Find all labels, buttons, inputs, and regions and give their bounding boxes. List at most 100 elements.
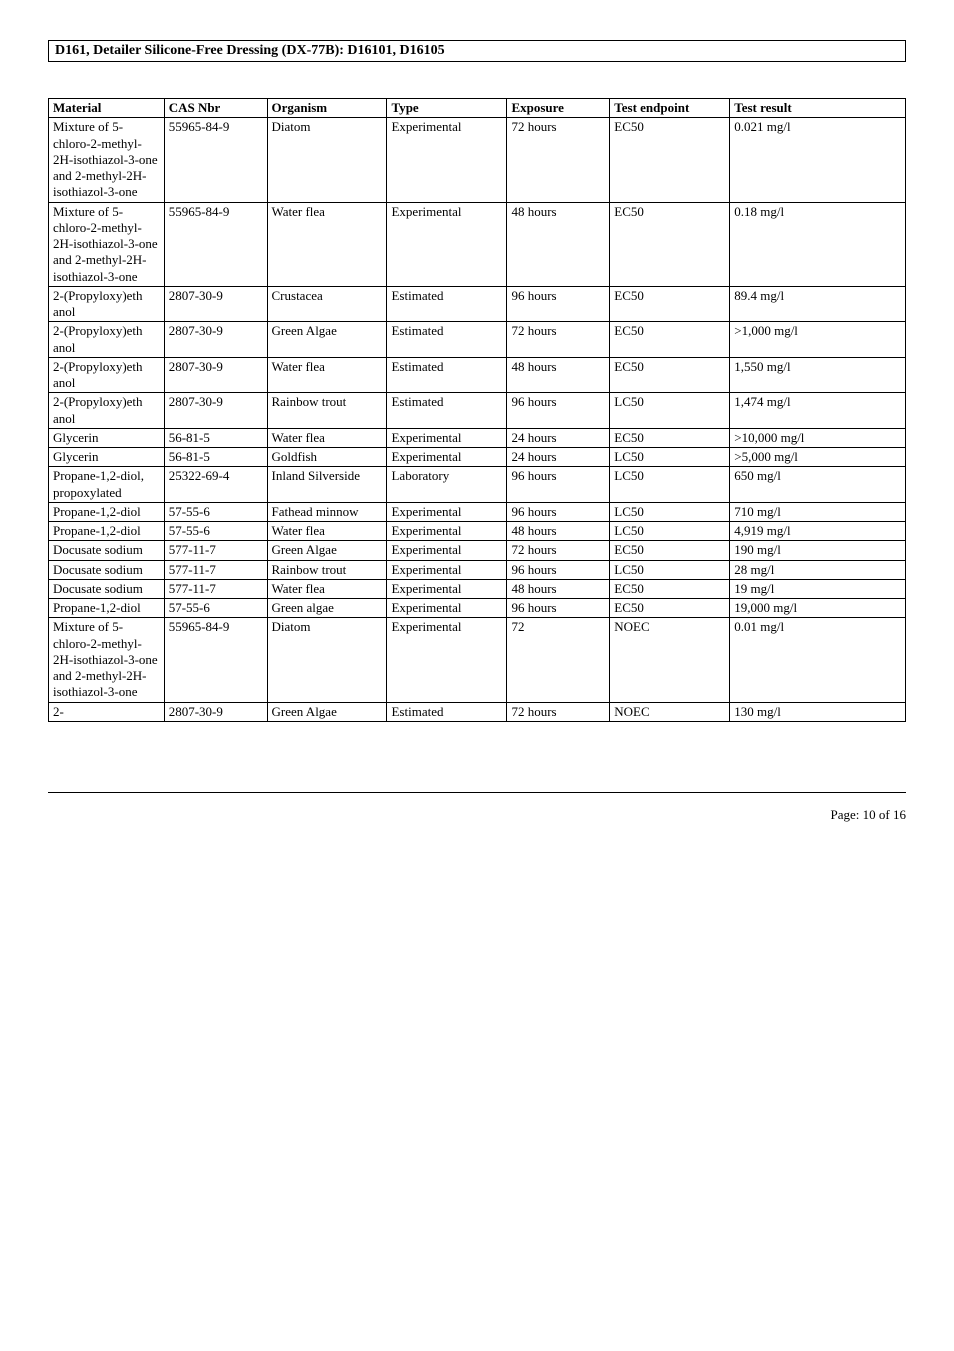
table-cell: Estimated xyxy=(387,357,507,393)
table-cell: Propane-1,2-diol xyxy=(49,599,165,618)
table-cell: EC50 xyxy=(610,118,730,202)
table-cell: Diatom xyxy=(267,618,387,702)
table-cell: 48 hours xyxy=(507,522,610,541)
table-cell: 2807-30-9 xyxy=(164,702,267,721)
table-cell: EC50 xyxy=(610,579,730,598)
table-cell: Water flea xyxy=(267,357,387,393)
table-cell: 57-55-6 xyxy=(164,599,267,618)
table-cell: EC50 xyxy=(610,599,730,618)
table-cell: Inland Silverside xyxy=(267,467,387,503)
table-cell: 72 xyxy=(507,618,610,702)
table-cell: 2807-30-9 xyxy=(164,357,267,393)
table-cell: Water flea xyxy=(267,428,387,447)
table-cell: 1,550 mg/l xyxy=(730,357,906,393)
table-cell: 48 hours xyxy=(507,579,610,598)
table-cell: Rainbow trout xyxy=(267,560,387,579)
table-row: 2-(Propyloxy)eth anol2807-30-9Water flea… xyxy=(49,357,906,393)
table-cell: Experimental xyxy=(387,579,507,598)
col-cas-nbr: CAS Nbr xyxy=(164,99,267,118)
table-cell: Docusate sodium xyxy=(49,541,165,560)
table-row: Mixture of 5-chloro-2-methyl-2H-isothiaz… xyxy=(49,118,906,202)
table-cell: Estimated xyxy=(387,393,507,429)
table-cell: 2-(Propyloxy)eth anol xyxy=(49,286,165,322)
table-cell: >5,000 mg/l xyxy=(730,448,906,467)
table-cell: EC50 xyxy=(610,428,730,447)
table-cell: 19,000 mg/l xyxy=(730,599,906,618)
table-cell: 72 hours xyxy=(507,541,610,560)
table-cell: 24 hours xyxy=(507,428,610,447)
table-cell: Rainbow trout xyxy=(267,393,387,429)
col-exposure: Exposure xyxy=(507,99,610,118)
table-cell: Docusate sodium xyxy=(49,560,165,579)
table-cell: 0.01 mg/l xyxy=(730,618,906,702)
table-cell: Experimental xyxy=(387,599,507,618)
table-cell: 96 hours xyxy=(507,286,610,322)
table-cell: 2- xyxy=(49,702,165,721)
table-cell: 72 hours xyxy=(507,118,610,202)
table-cell: EC50 xyxy=(610,357,730,393)
table-cell: Propane-1,2-diol, propoxylated xyxy=(49,467,165,503)
table-cell: Water flea xyxy=(267,202,387,286)
table-cell: LC50 xyxy=(610,393,730,429)
table-row: Glycerin56-81-5Water fleaExperimental24 … xyxy=(49,428,906,447)
table-cell: Mixture of 5-chloro-2-methyl-2H-isothiaz… xyxy=(49,202,165,286)
table-row: 2-2807-30-9Green AlgaeEstimated72 hoursN… xyxy=(49,702,906,721)
table-cell: Experimental xyxy=(387,618,507,702)
table-cell: LC50 xyxy=(610,560,730,579)
table-row: Docusate sodium577-11-7Green AlgaeExperi… xyxy=(49,541,906,560)
table-row: 2-(Propyloxy)eth anol2807-30-9CrustaceaE… xyxy=(49,286,906,322)
table-cell: Green Algae xyxy=(267,702,387,721)
table-cell: Glycerin xyxy=(49,448,165,467)
table-cell: 96 hours xyxy=(507,393,610,429)
table-cell: Crustacea xyxy=(267,286,387,322)
product-title-box: D161, Detailer Silicone-Free Dressing (D… xyxy=(48,40,906,62)
table-cell: Glycerin xyxy=(49,428,165,447)
table-cell: 25322-69-4 xyxy=(164,467,267,503)
table-row: Glycerin56-81-5GoldfishExperimental24 ho… xyxy=(49,448,906,467)
table-cell: 57-55-6 xyxy=(164,522,267,541)
table-cell: Experimental xyxy=(387,428,507,447)
table-header-row: Material CAS Nbr Organism Type Exposure … xyxy=(49,99,906,118)
table-cell: 1,474 mg/l xyxy=(730,393,906,429)
table-cell: Estimated xyxy=(387,702,507,721)
table-cell: >10,000 mg/l xyxy=(730,428,906,447)
col-type: Type xyxy=(387,99,507,118)
table-cell: Green algae xyxy=(267,599,387,618)
table-cell: Green Algae xyxy=(267,322,387,358)
col-test-endpoint: Test endpoint xyxy=(610,99,730,118)
table-row: Propane-1,2-diol, propoxylated25322-69-4… xyxy=(49,467,906,503)
table-cell: LC50 xyxy=(610,467,730,503)
product-title: D161, Detailer Silicone-Free Dressing (D… xyxy=(55,43,445,58)
table-cell: LC50 xyxy=(610,448,730,467)
table-cell: EC50 xyxy=(610,286,730,322)
table-cell: Estimated xyxy=(387,286,507,322)
table-cell: 24 hours xyxy=(507,448,610,467)
table-cell: Experimental xyxy=(387,448,507,467)
table-cell: Propane-1,2-diol xyxy=(49,522,165,541)
table-cell: 710 mg/l xyxy=(730,502,906,521)
table-cell: 96 hours xyxy=(507,502,610,521)
table-cell: Experimental xyxy=(387,522,507,541)
table-cell: Laboratory xyxy=(387,467,507,503)
page-number: Page: 10 of 16 xyxy=(48,807,906,823)
table-cell: NOEC xyxy=(610,618,730,702)
table-cell: EC50 xyxy=(610,322,730,358)
table-cell: 72 hours xyxy=(507,702,610,721)
table-row: Propane-1,2-diol57-55-6Green algaeExperi… xyxy=(49,599,906,618)
table-cell: Mixture of 5-chloro-2-methyl-2H-isothiaz… xyxy=(49,618,165,702)
table-cell: 2-(Propyloxy)eth anol xyxy=(49,357,165,393)
table-cell: Estimated xyxy=(387,322,507,358)
table-cell: Propane-1,2-diol xyxy=(49,502,165,521)
table-cell: 650 mg/l xyxy=(730,467,906,503)
table-cell: Docusate sodium xyxy=(49,579,165,598)
table-row: Propane-1,2-diol57-55-6Fathead minnowExp… xyxy=(49,502,906,521)
table-cell: Experimental xyxy=(387,502,507,521)
table-cell: Water flea xyxy=(267,522,387,541)
table-cell: 56-81-5 xyxy=(164,428,267,447)
table-row: Mixture of 5-chloro-2-methyl-2H-isothiaz… xyxy=(49,202,906,286)
table-cell: 72 hours xyxy=(507,322,610,358)
table-cell: 56-81-5 xyxy=(164,448,267,467)
table-cell: 19 mg/l xyxy=(730,579,906,598)
table-cell: LC50 xyxy=(610,502,730,521)
table-cell: Goldfish xyxy=(267,448,387,467)
